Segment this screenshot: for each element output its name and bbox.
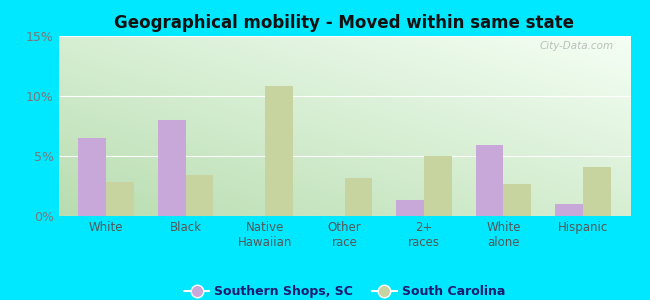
Bar — [424, 156, 452, 216]
Bar — [79, 138, 106, 216]
Bar — [265, 86, 293, 216]
Title: Geographical mobility - Moved within same state: Geographical mobility - Moved within sam… — [114, 14, 575, 32]
Bar — [583, 167, 610, 216]
Bar — [106, 182, 134, 216]
Bar — [555, 204, 583, 216]
Text: City-Data.com: City-Data.com — [540, 41, 614, 51]
Bar — [396, 200, 424, 216]
Bar — [158, 120, 186, 216]
Bar — [503, 184, 531, 216]
Legend: Southern Shops, SC, South Carolina: Southern Shops, SC, South Carolina — [179, 280, 510, 300]
Bar — [476, 145, 503, 216]
Bar — [344, 178, 372, 216]
Bar — [186, 175, 213, 216]
